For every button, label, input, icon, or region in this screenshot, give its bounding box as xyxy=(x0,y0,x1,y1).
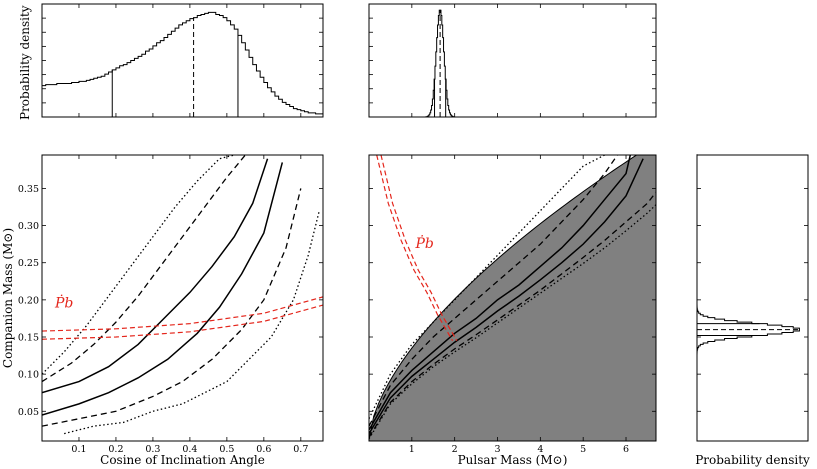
left-main-y-tick-label: 0.25 xyxy=(18,258,39,269)
left-main-y-tick-label: 0.35 xyxy=(18,184,39,195)
middle-main-x-tick-label: 2 xyxy=(452,444,458,455)
middle-main-frame xyxy=(368,154,657,442)
middle-main-x-tick-label: 1 xyxy=(409,444,415,455)
histogram-step xyxy=(696,154,800,441)
pbdot-annotation: Ṗb xyxy=(54,293,73,311)
left-main-xlabel: Cosine of Inclination Angle xyxy=(100,453,265,467)
pbdot-annotation: Ṗb xyxy=(414,234,433,252)
pbdot-constraint-line xyxy=(42,304,323,340)
middle-main-x-tick-label: 3 xyxy=(494,444,500,455)
left-main-x-tick-label: 0.6 xyxy=(256,444,271,455)
contour-dashed xyxy=(42,155,246,383)
middle-main-x-tick-label: 4 xyxy=(537,444,543,455)
contour-dotted xyxy=(369,204,656,440)
middle-main-plot-area xyxy=(369,155,656,440)
left-main-x-tick-label: 0.1 xyxy=(71,444,86,455)
contour-dashed xyxy=(369,191,656,438)
left-main-x-tick-label: 0.2 xyxy=(108,444,123,455)
left-main-y-tick-label: 0.15 xyxy=(18,333,39,344)
contour-solid xyxy=(42,158,269,394)
middle-main-xlabel: Pulsar Mass (M⊙) xyxy=(458,453,568,467)
contour-dashed xyxy=(369,155,618,427)
left-main-y-tick-label: 0.10 xyxy=(18,370,39,381)
contour-dashed xyxy=(42,188,302,427)
contour-solid xyxy=(369,158,644,434)
contour-dotted xyxy=(64,210,320,435)
left-main-x-tick-label: 0.5 xyxy=(219,444,234,455)
excluded-region xyxy=(369,155,656,441)
pbdot-constraint-line xyxy=(376,155,454,342)
left-main-y-tick-label: 0.20 xyxy=(18,295,39,306)
left-main-frame xyxy=(41,154,324,442)
contour-solid xyxy=(369,155,632,431)
middle-main-x-tick-label: 5 xyxy=(580,444,586,455)
top-middle-frame xyxy=(368,3,657,118)
left-main-x-tick-label: 0.7 xyxy=(293,444,308,455)
left-main-y-tick-label: 0.05 xyxy=(18,407,39,418)
histogram-step xyxy=(369,9,656,118)
contour-solid xyxy=(42,162,284,416)
top-left-ylabel: Probability density xyxy=(18,5,32,120)
left-main-plot-area xyxy=(42,155,323,435)
histogram-step xyxy=(42,11,323,115)
contour-dotted xyxy=(42,155,235,375)
left-main-y-tick-label: 0.30 xyxy=(18,221,39,232)
left-main-ylabel: Companion Mass (M⊙) xyxy=(1,228,15,368)
middle-main-x-tick-label: 6 xyxy=(623,444,629,455)
pbdot-constraint-line xyxy=(380,155,458,342)
right-hist-xlabel: Probability density xyxy=(695,453,810,467)
right-hist-frame xyxy=(696,154,809,442)
top-left-frame xyxy=(41,3,324,118)
left-main-x-tick-label: 0.3 xyxy=(145,444,160,455)
pbdot-constraint-line xyxy=(42,296,323,332)
left-main-x-tick-label: 0.4 xyxy=(182,444,197,455)
